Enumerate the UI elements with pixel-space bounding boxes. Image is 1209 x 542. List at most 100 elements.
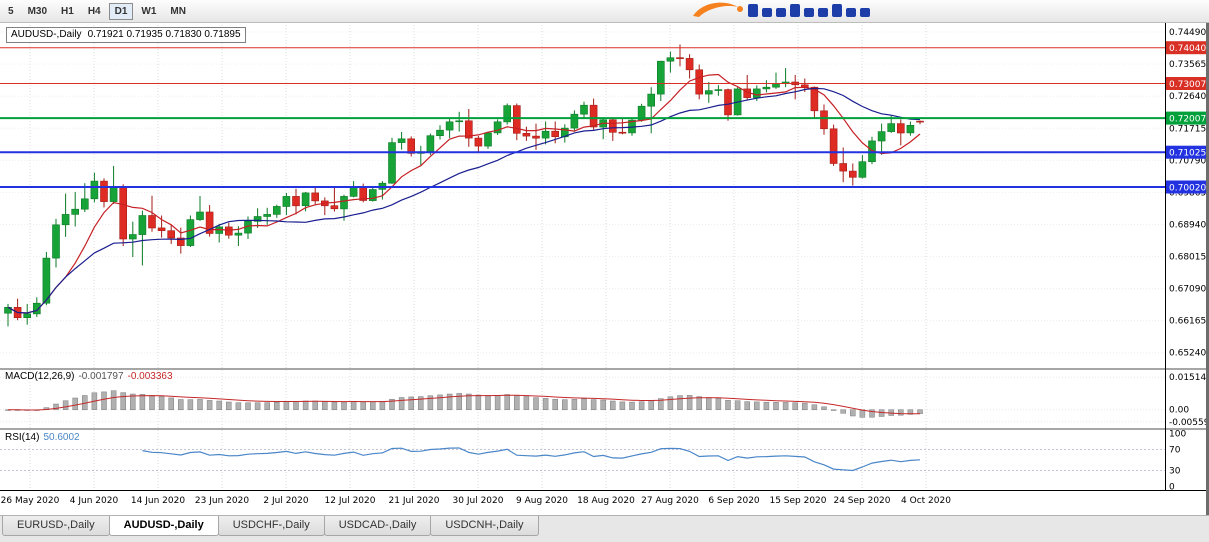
macd-histogram-bar [350, 401, 357, 410]
price-tick-label: 0.72640 [1169, 92, 1206, 102]
macd-histogram-bar [763, 401, 770, 411]
candle-body [512, 105, 521, 134]
macd-histogram-bar [235, 402, 242, 410]
chart-tab-usdcnh[interactable]: USDCNH-,Daily [430, 516, 539, 536]
macd-histogram-bar [782, 402, 789, 411]
candle-body [829, 128, 838, 164]
candle-body [570, 113, 579, 129]
macd-histogram-bar [581, 398, 587, 410]
candle-body [647, 93, 656, 107]
candle-body [138, 215, 147, 235]
candle-body [23, 313, 32, 318]
macd-indicator-label: MACD(12,26,9) -0.001797 -0.003363 [5, 371, 173, 382]
candle-body [397, 138, 406, 143]
rsi-tick-label: 30 [1169, 467, 1181, 477]
macd-histogram-bar [590, 399, 597, 411]
macd-tick-label: 0.015142 [1169, 373, 1209, 383]
macd-histogram-bar [254, 402, 261, 410]
date-label: 18 Aug 2020 [577, 496, 635, 506]
macd-histogram-bar [917, 409, 923, 414]
chart-tab-eurusd[interactable]: EURUSD-,Daily [2, 516, 110, 536]
timeframe-button-w1[interactable]: W1 [141, 5, 157, 17]
macd-histogram-bar [274, 401, 280, 410]
candle-body [340, 196, 348, 210]
candle-body [656, 60, 665, 95]
macd-histogram-bar [456, 393, 462, 410]
macd-histogram-bar [158, 396, 165, 411]
chart-tab-usdcad[interactable]: USDCAD-,Daily [323, 516, 432, 536]
candle-body [455, 120, 464, 123]
candle-body [196, 211, 204, 220]
timeframe-button-m30[interactable]: M30 [27, 5, 48, 17]
timeframe-button-d1[interactable]: D1 [108, 2, 134, 20]
macd-histogram-bar [101, 391, 107, 410]
candle-body [292, 196, 300, 207]
candle-body [109, 187, 118, 202]
macd-histogram-bar [216, 400, 222, 410]
level-price-label: 0.70020 [1169, 184, 1206, 194]
macd-tick-label: 0.00 [1169, 406, 1189, 416]
candle-body [685, 58, 694, 71]
candle-body [474, 137, 483, 147]
macd-histogram-bar [418, 396, 424, 410]
candle-body [119, 187, 127, 240]
candle-body [580, 104, 588, 115]
candle-body [205, 211, 214, 234]
macd-histogram-bar [744, 401, 750, 411]
candle-body [618, 131, 627, 134]
rsi-tick-label: 0 [1169, 482, 1175, 492]
high-value: 0.71935 [126, 29, 163, 40]
price-tick-label: 0.74490 [1169, 28, 1206, 38]
macd-histogram-bar [149, 395, 155, 411]
macd-histogram-bar [379, 401, 386, 411]
date-label: 14 Jun 2020 [131, 496, 185, 506]
pane-separator-rsi[interactable] [0, 428, 1209, 430]
macd-histogram-bar [533, 397, 539, 410]
price-tick-label: 0.68015 [1169, 253, 1206, 263]
chart-tab-usdchf[interactable]: USDCHF-,Daily [217, 516, 325, 536]
price-axis-line [1165, 22, 1166, 490]
macd-histogram-bar [667, 396, 674, 410]
macd-histogram-bar [686, 395, 693, 410]
candle-body [388, 142, 396, 184]
candle-body [282, 196, 291, 207]
ma-7-line [7, 73, 921, 314]
price-axis-labels: 0.744900.735650.726400.717150.707900.698… [1166, 28, 1209, 492]
candle-body [157, 227, 166, 231]
candle-body [407, 138, 416, 154]
candle-body [148, 215, 156, 229]
candle-body [810, 86, 819, 112]
rsi-value: 50.6002 [43, 432, 80, 443]
price-tick-label: 0.73565 [1169, 60, 1206, 70]
chart-canvas[interactable]: 0.744900.735650.726400.717150.707900.698… [0, 22, 1209, 515]
timeframe-button-h1[interactable]: H1 [61, 5, 74, 17]
macd-histogram-bar [696, 396, 702, 410]
macd-histogram-bar [168, 397, 174, 411]
pane-separator-macd[interactable] [0, 368, 1209, 370]
macd-histogram-bar [389, 398, 395, 410]
date-label: 9 Aug 2020 [516, 496, 568, 506]
timeframe-toolbar: 5 M30 H1 H4 D1 W1 MN [0, 0, 1209, 23]
chart-ohlc-title: AUDUSD-,Daily 0.71921 0.71935 0.71830 0.7… [6, 27, 246, 43]
macd-histogram-bar [437, 394, 443, 411]
candle-body [541, 130, 550, 139]
timeframe-button-mn[interactable]: MN [170, 5, 186, 17]
chart-tab-audusd[interactable]: AUDUSD-,Daily [108, 516, 219, 536]
level-price-label: 0.73007 [1169, 80, 1206, 90]
price-tick-label: 0.65240 [1169, 349, 1206, 359]
macd-histogram-bar [648, 400, 654, 410]
candle-body [484, 132, 492, 147]
candle-body [877, 131, 886, 142]
price-tick-label: 0.68940 [1169, 221, 1206, 231]
timeframe-button-5[interactable]: 5 [8, 5, 14, 17]
macd-name: MACD(12,26,9) [5, 371, 75, 382]
candle-body [71, 208, 79, 215]
timeframe-button-h4[interactable]: H4 [87, 5, 101, 17]
macd-histogram-bar [264, 402, 270, 410]
candle-body [301, 192, 310, 206]
macd-histogram-bar [638, 401, 645, 411]
window-right-edge [1206, 22, 1209, 515]
candle-body [887, 123, 896, 132]
macd-histogram-bar [331, 401, 338, 411]
symbol-period-label: AUDUSD-,Daily [11, 29, 82, 40]
